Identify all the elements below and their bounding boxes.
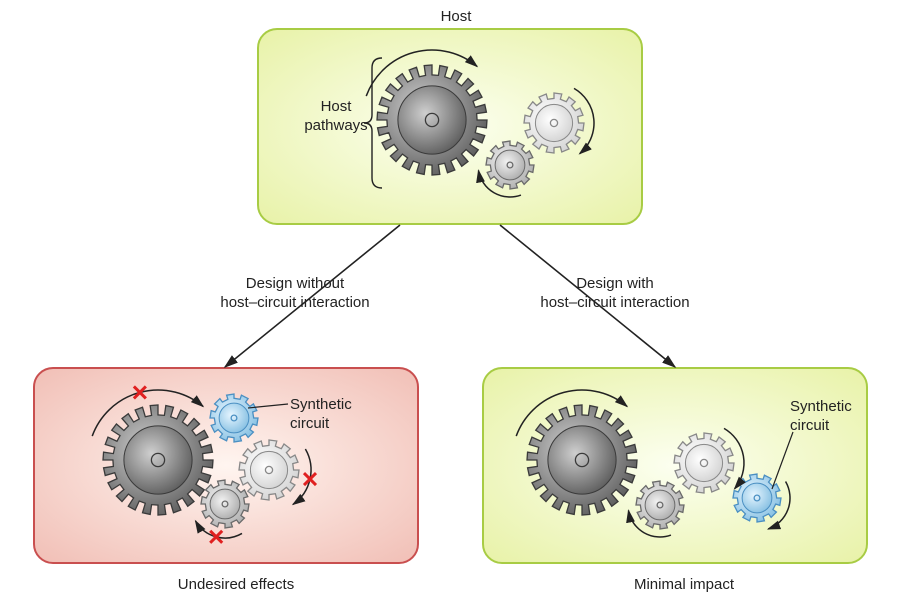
label-undesired: Undesired effects (166, 576, 306, 595)
label-minimal: Minimal impact (624, 576, 744, 595)
label-design-without: Design without host–circuit interaction (205, 275, 385, 313)
label-design-with: Design with host–circuit interaction (525, 275, 705, 313)
label-synthetic-right: Synthetic circuit (790, 398, 870, 436)
label-host: Host (436, 8, 476, 27)
label-synthetic-left: Synthetic circuit (290, 396, 370, 434)
panel-minimal (482, 367, 868, 564)
label-host-pathways: Host pathways (296, 98, 376, 136)
